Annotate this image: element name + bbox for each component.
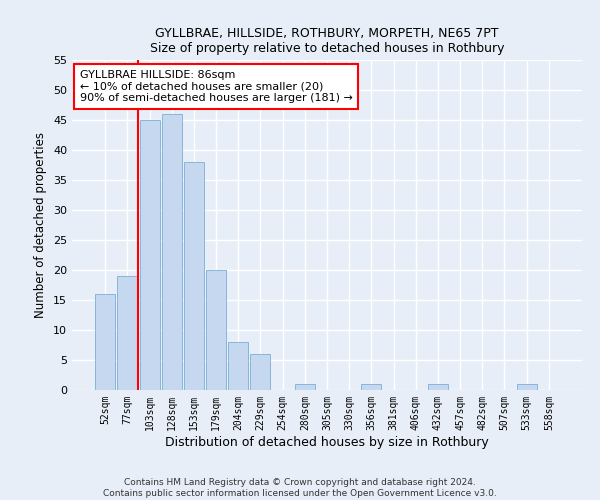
Bar <box>428 384 448 390</box>
Text: GYLLBRAE HILLSIDE: 86sqm
← 10% of detached houses are smaller (20)
90% of semi-d: GYLLBRAE HILLSIDE: 86sqm ← 10% of detach… <box>80 70 353 103</box>
Bar <box>517 384 536 390</box>
Bar <box>206 270 226 390</box>
Bar <box>95 294 115 390</box>
Bar <box>228 342 248 390</box>
Bar <box>184 162 204 390</box>
Text: Contains HM Land Registry data © Crown copyright and database right 2024.
Contai: Contains HM Land Registry data © Crown c… <box>103 478 497 498</box>
Bar <box>250 354 271 390</box>
Bar <box>140 120 160 390</box>
Y-axis label: Number of detached properties: Number of detached properties <box>34 132 47 318</box>
Bar <box>118 276 137 390</box>
Title: GYLLBRAE, HILLSIDE, ROTHBURY, MORPETH, NE65 7PT
Size of property relative to det: GYLLBRAE, HILLSIDE, ROTHBURY, MORPETH, N… <box>150 26 504 54</box>
Bar <box>162 114 182 390</box>
Bar <box>361 384 382 390</box>
X-axis label: Distribution of detached houses by size in Rothbury: Distribution of detached houses by size … <box>165 436 489 448</box>
Bar <box>295 384 315 390</box>
